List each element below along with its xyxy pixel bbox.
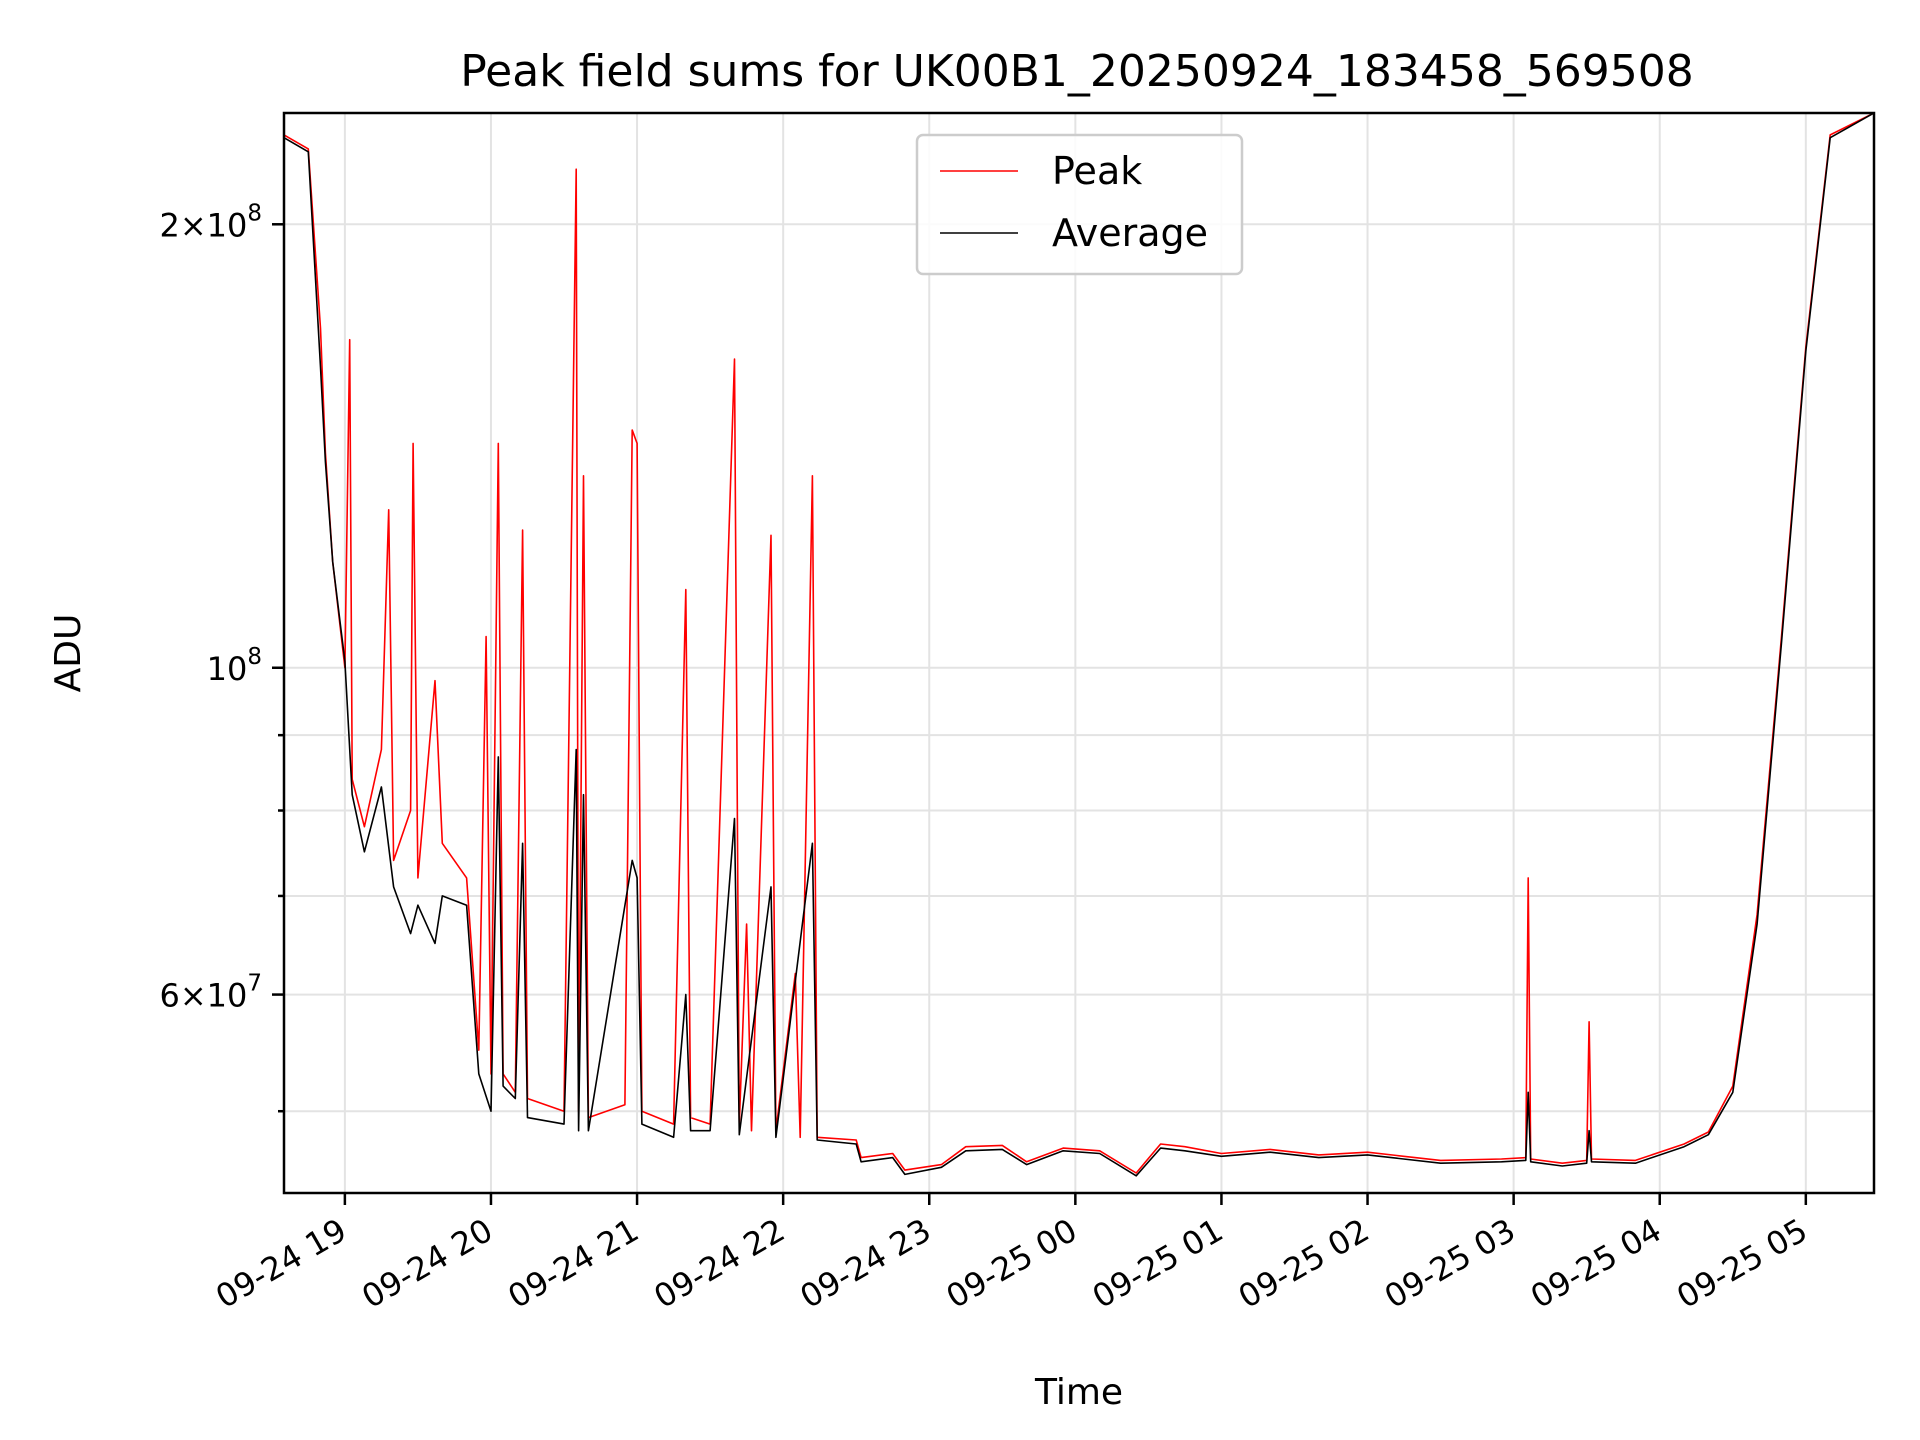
x-axis-label: Time [1034, 1372, 1123, 1413]
series-line-average [284, 113, 1874, 1177]
y-axis-label: ADU [48, 614, 89, 693]
y-tick-label: 108 [207, 644, 262, 688]
legend: Peak Average [915, 133, 1244, 276]
legend-average-label: Average [1052, 211, 1208, 255]
plot-area [284, 113, 1874, 1177]
plot-frame [282, 111, 1876, 1195]
legend-peak-label: Peak [1052, 149, 1142, 193]
y-tick-label: 2×108 [159, 200, 262, 244]
legend-box [915, 133, 1244, 276]
chart-title: Peak field sums for UK00B1_20250924_1834… [460, 46, 1694, 97]
series-line-peak [284, 113, 1874, 1174]
y-tick-label: 6×107 [159, 971, 262, 1015]
grid-layer [284, 113, 1874, 1193]
